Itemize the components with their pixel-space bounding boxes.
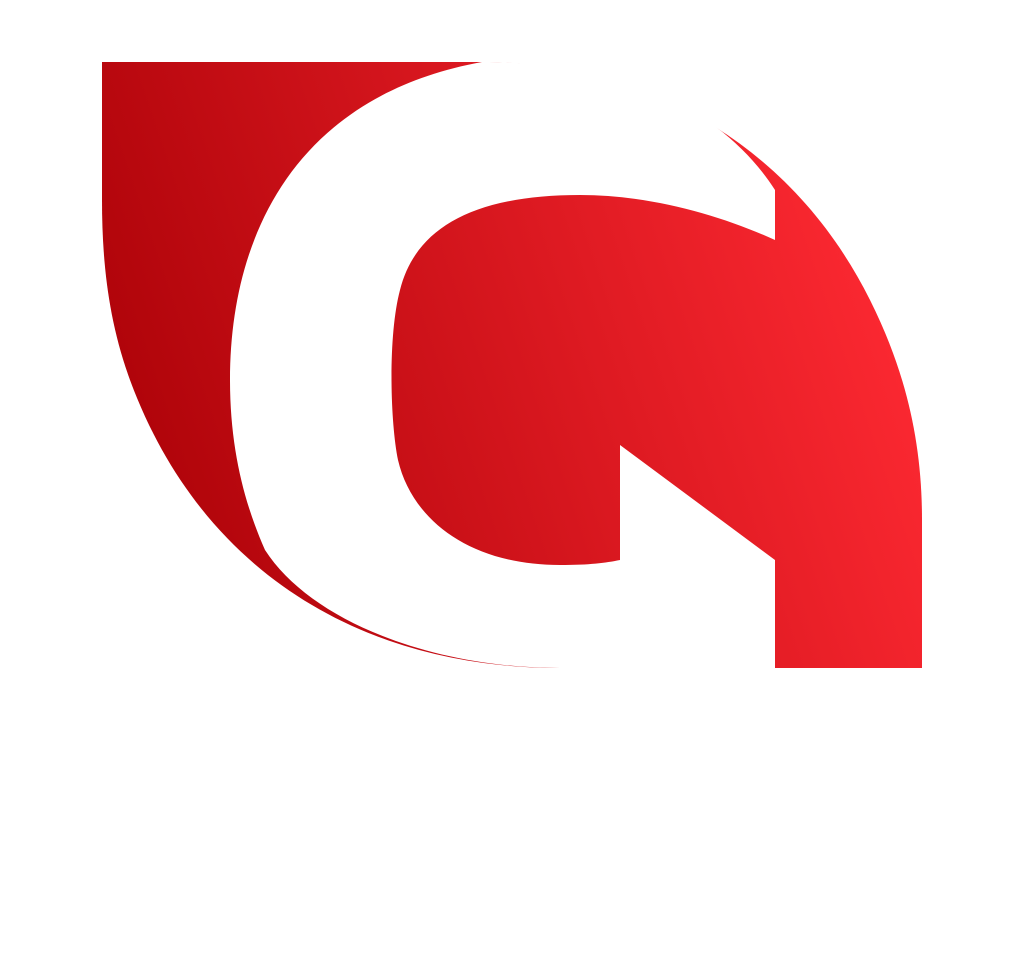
g-letter-body (230, 62, 775, 668)
